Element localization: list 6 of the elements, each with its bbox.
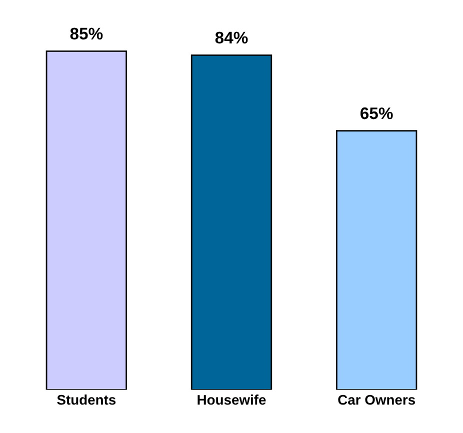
x-tick-label: Students bbox=[57, 394, 116, 405]
data-label: 85% bbox=[70, 28, 103, 40]
x-tick-label: Housewife bbox=[198, 394, 266, 405]
x-tick-label: Car Owners bbox=[338, 394, 415, 405]
data-label: 65% bbox=[360, 107, 393, 120]
data-label: 84% bbox=[215, 32, 248, 44]
